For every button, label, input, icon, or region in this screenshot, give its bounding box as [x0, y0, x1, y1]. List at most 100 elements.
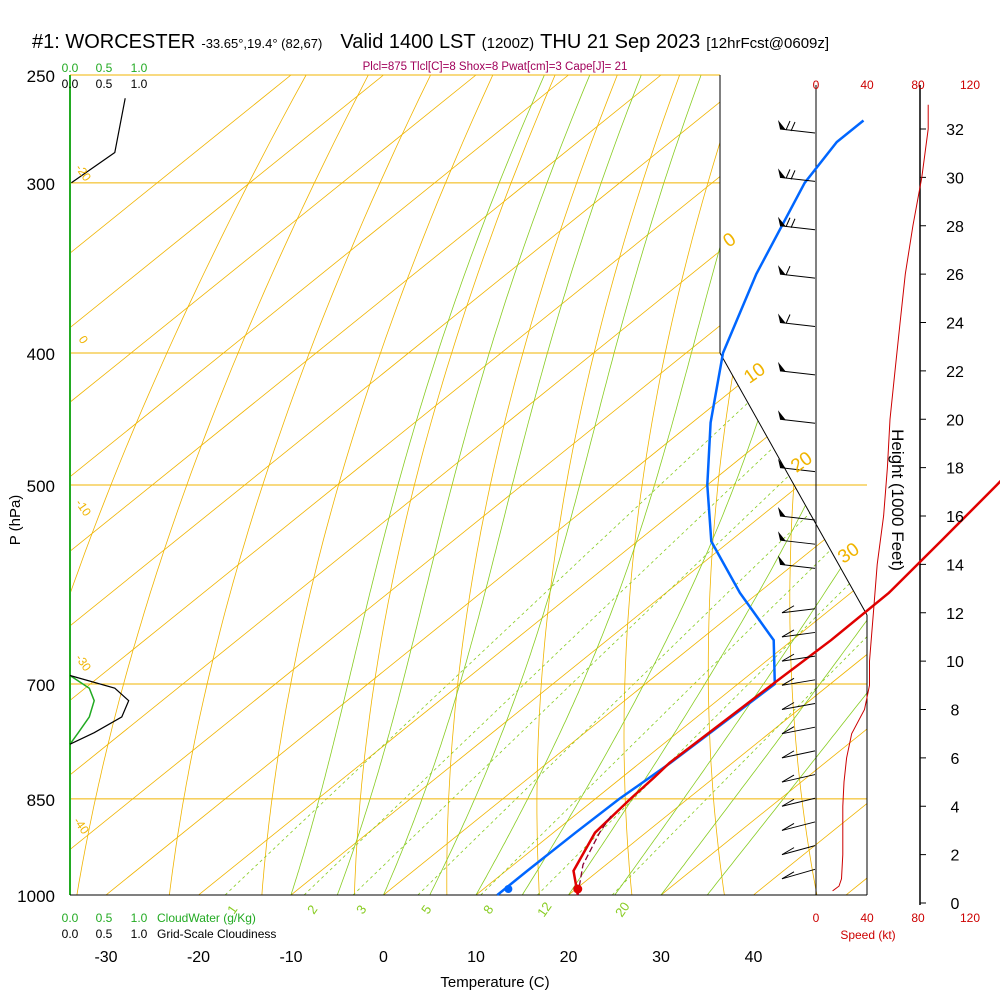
dry-adiabat-line [623, 75, 751, 895]
height-tick-label: 20 [946, 412, 964, 429]
wind-barb [778, 410, 816, 424]
speed-tick-label-top: 40 [860, 78, 874, 92]
wind-barb [781, 653, 816, 662]
moist-adiabat-line [614, 75, 867, 895]
moist-adiabat-line [336, 75, 591, 895]
isotherm-line [475, 75, 867, 895]
cloudwater-curve [69, 674, 95, 745]
mixing-ratio-label: 5 [418, 902, 434, 917]
chart-text: #1: WORCESTER -33.65°,19.4° (82,67) Valid … [7, 31, 980, 991]
wind-barb-staff [781, 750, 816, 759]
wind-barb-staff [779, 515, 816, 521]
wind-barb-pennant [778, 410, 786, 421]
dry-adiabat-line [446, 75, 628, 895]
height-tick-label: 24 [946, 316, 964, 333]
dry-adiabat-line [707, 75, 813, 895]
wind-barb-staff [781, 845, 816, 856]
wind-barb-staff [781, 868, 816, 880]
wind-barb-staff [781, 703, 816, 710]
wind-barb-staff [779, 418, 816, 424]
surface-temperature-marker [573, 884, 583, 894]
dry-adiabat-line [259, 75, 505, 895]
wind-barb [778, 313, 816, 327]
temperature-tick-label: -10 [279, 949, 302, 966]
moist-adiabat-line [383, 75, 642, 895]
valid-time: Valid 1400 LST [340, 31, 475, 53]
wind-barb-flag [781, 677, 795, 686]
wind-barb-flag [781, 823, 795, 831]
cloudiness-tick-bottom: 1.0 [131, 927, 148, 941]
moist-adiabat-line [429, 75, 702, 895]
wind-barb-pennant [778, 265, 786, 276]
dry-adiabat-label: 10 [740, 359, 769, 388]
dry-adiabat-line [165, 75, 443, 895]
wind-barb-staff [781, 608, 816, 614]
isotherm-line [660, 75, 867, 895]
temperature-tick-label: 30 [652, 949, 670, 966]
wind-barb-staff [781, 631, 816, 638]
utc-time: (1200Z) [482, 35, 535, 52]
y-axis-label: P (hPa) [7, 495, 24, 546]
wind-barb-staff [781, 774, 816, 783]
wind-barb-feather [790, 121, 796, 132]
wind-barb-pennant [778, 458, 786, 469]
cloudiness-tick-bottom: 0.5 [96, 927, 113, 941]
isotherm-line [845, 75, 867, 895]
speed-tick-label-bottom: 120 [960, 911, 980, 925]
cloudiness-upper-curve [71, 98, 126, 184]
wind-barb-feather [785, 169, 791, 179]
dry-adiabat-line [353, 75, 566, 895]
mixing-ratio-line [303, 352, 867, 895]
wind-barb-staff [781, 797, 816, 807]
skewt-grid [70, 74, 867, 896]
moist-adiabat-line [660, 75, 867, 895]
parcel-line [577, 815, 612, 896]
cloudwater-tick-bottom: 0.0 [62, 911, 79, 925]
temperature-line [572, 479, 1000, 896]
isotherm-line [70, 75, 477, 895]
speed-tick-label-top: 120 [960, 78, 980, 92]
pressure-tick-label: 700 [27, 676, 55, 695]
cloudwater-tick-top: 1.0 [131, 61, 148, 75]
wind-barb-staff [779, 467, 816, 473]
height-tick-label: 18 [946, 461, 964, 478]
dry-adiabat-line [789, 75, 867, 895]
wind-barb [778, 531, 816, 545]
dry-adiabat-label: 20 [787, 448, 816, 477]
wind-barb [781, 868, 816, 880]
height-tick-label: 28 [946, 219, 964, 236]
wind-barb-feather [785, 120, 791, 131]
wind-barb-feather [785, 265, 791, 276]
wind-barb-staff [779, 539, 816, 545]
wind-barb [778, 120, 816, 134]
wind-barb-staff [779, 563, 816, 569]
mixing-ratio-line [352, 352, 867, 895]
mixing-ratio-label: 2 [304, 902, 320, 917]
isotherm-label: 0 [76, 333, 91, 347]
dry-adiabat-line [536, 75, 689, 895]
wind-barb [781, 797, 816, 807]
wind-barb [778, 265, 816, 279]
wind-speed-curve [832, 104, 929, 892]
wind-barb [781, 845, 816, 856]
temperature-tick-label: -20 [187, 949, 210, 966]
cloudiness-label: Grid-Scale Cloudiness [157, 927, 276, 941]
wind-barb-flag [781, 847, 795, 856]
sounding-indices: Plcl=875 Tlcl[C]=8 Shox=8 Pwat[cm]=3 Cap… [363, 61, 628, 73]
wind-barb-flag [781, 750, 795, 759]
cloud-panel [69, 98, 130, 745]
speed-tick-label-bottom: 40 [860, 911, 874, 925]
wind-barb [781, 774, 816, 783]
wind-barb [781, 821, 816, 831]
moist-adiabat-line [475, 75, 773, 895]
wind-barb-pennant [778, 531, 786, 542]
wind-barb-staff [781, 655, 816, 662]
dry-adiabat-line [70, 75, 320, 895]
mixing-ratio-line [611, 352, 867, 895]
wind-barb-pennant [778, 120, 786, 130]
isotherm-label: -30 [73, 652, 95, 675]
dewpoint-line [496, 119, 865, 896]
wind-barb [778, 361, 816, 376]
pressure-tick-label: 850 [27, 791, 55, 810]
wind-barb [781, 605, 816, 614]
